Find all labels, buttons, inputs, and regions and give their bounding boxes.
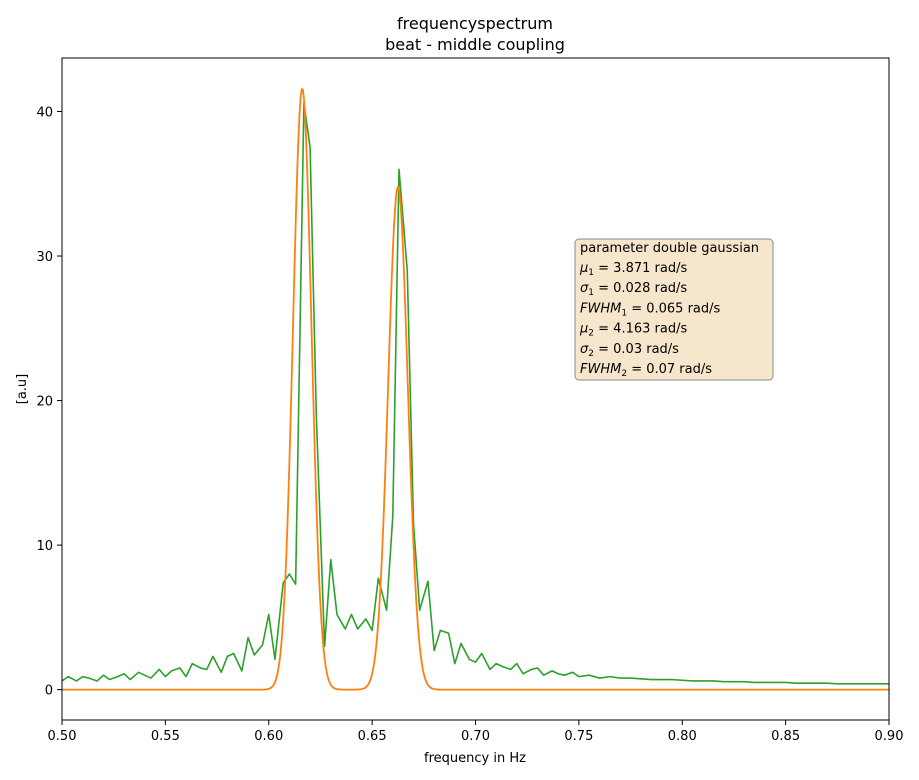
x-tick-label: 0.55 bbox=[151, 729, 180, 744]
series-spectrum-line bbox=[62, 102, 889, 685]
x-tick-label: 0.70 bbox=[461, 729, 490, 744]
y-axis-label: [a.u] bbox=[15, 374, 30, 404]
fit-parameter-line: σ2 = 0.03 rad/s bbox=[580, 342, 679, 359]
x-axis: 0.50 0.55 0.60 0.65 0.70 0.75 0.80 0.85 0.90 bbox=[48, 720, 904, 744]
x-tick-label: 0.50 bbox=[48, 729, 77, 744]
y-tick-label: 30 bbox=[36, 250, 53, 265]
y-axis: 0 10 20 30 40 bbox=[36, 105, 62, 699]
x-tick-label: 0.85 bbox=[771, 729, 800, 744]
x-tick-label: 0.65 bbox=[358, 729, 387, 744]
fit-parameter-header: parameter double gaussian bbox=[580, 241, 759, 256]
y-tick-label: 0 bbox=[45, 684, 53, 699]
series-fit-line bbox=[62, 88, 889, 691]
fit-parameter-line: FWHM1 = 0.065 rad/s bbox=[580, 301, 721, 318]
x-tick-label: 0.75 bbox=[564, 729, 593, 744]
fit-parameter-box: parameter double gaussian μ1 = 3.871 rad… bbox=[574, 238, 774, 381]
y-tick-label: 40 bbox=[36, 105, 53, 120]
fit-parameter-line: μ1 = 3.871 rad/s bbox=[579, 261, 687, 278]
fit-parameter-line: μ2 = 4.163 rad/s bbox=[579, 322, 687, 339]
chart-subtitle: beat - middle coupling bbox=[385, 35, 565, 54]
y-tick-label: 10 bbox=[36, 539, 53, 554]
x-tick-label: 0.80 bbox=[668, 729, 697, 744]
x-tick-label: 0.90 bbox=[875, 729, 904, 744]
x-tick-label: 0.60 bbox=[254, 729, 283, 744]
x-axis-label: frequency in Hz bbox=[424, 751, 526, 766]
plot-area bbox=[61, 57, 890, 721]
fit-parameter-box-background bbox=[574, 238, 774, 381]
chart-title: frequencyspectrum bbox=[397, 14, 553, 33]
y-tick-label: 20 bbox=[36, 395, 53, 410]
fit-parameter-line: σ1 = 0.028 rad/s bbox=[580, 281, 687, 298]
fit-parameter-line: FWHM2 = 0.07 rad/s bbox=[580, 362, 712, 379]
plot-frame bbox=[61, 57, 890, 721]
